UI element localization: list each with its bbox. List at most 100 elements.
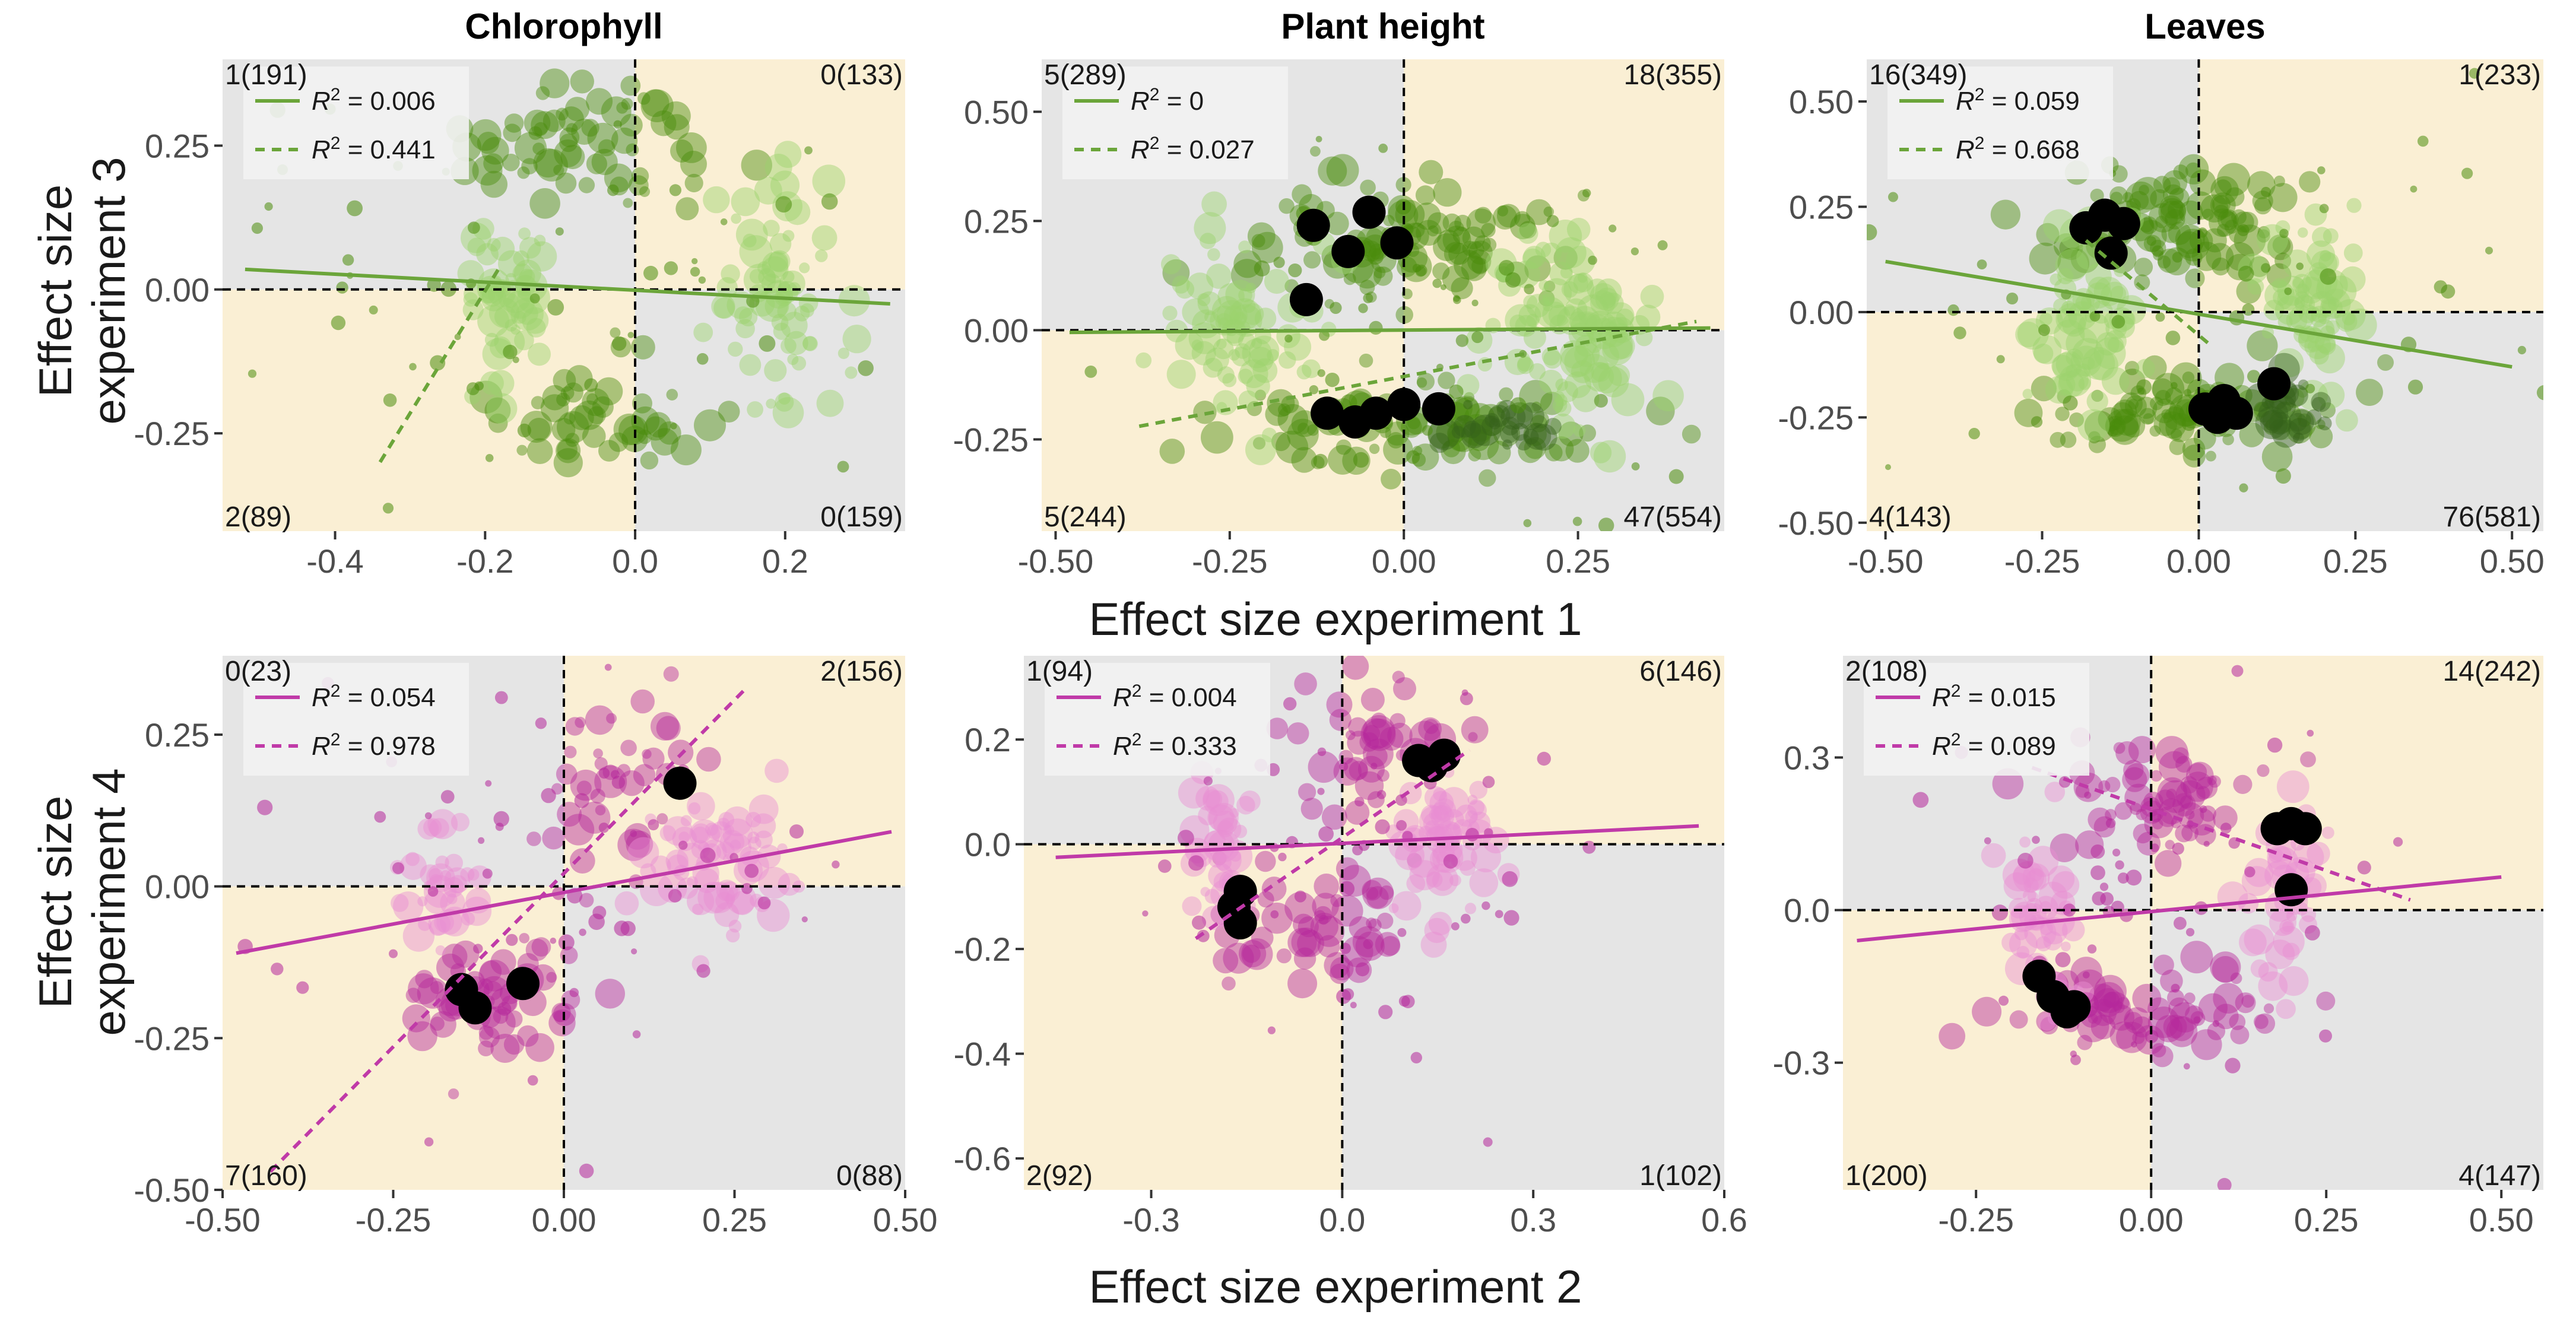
- data-point: [2282, 921, 2293, 932]
- data-point: [728, 919, 742, 933]
- data-point: [2168, 221, 2191, 245]
- data-point: [2269, 419, 2291, 440]
- data-point: [1440, 284, 1446, 290]
- data-point: [271, 963, 284, 976]
- data-point: [2167, 200, 2187, 220]
- data-point: [1465, 810, 1479, 824]
- data-point: [2213, 204, 2229, 220]
- data-point: [1238, 369, 1254, 384]
- data-point: [1599, 291, 1616, 309]
- data-point: [2321, 826, 2334, 839]
- data-point: [1451, 425, 1465, 439]
- data-point: [541, 787, 556, 804]
- data-point: [540, 68, 570, 99]
- regression-line-solid: [245, 267, 890, 306]
- data-point: [2200, 194, 2229, 223]
- data-point: [651, 712, 680, 741]
- data-point: [754, 830, 773, 849]
- data-point: [1284, 334, 1293, 343]
- data-point: [1248, 347, 1274, 373]
- data-point: [651, 428, 679, 456]
- data-point: [1493, 205, 1518, 230]
- quadrant-top-right: [2199, 59, 2543, 312]
- data-point: [1590, 290, 1616, 316]
- data-point: [2276, 999, 2296, 1019]
- data-point: [2272, 236, 2291, 255]
- data-point: [1393, 677, 1416, 701]
- data-point: [1371, 763, 1378, 770]
- data-point: [1463, 399, 1473, 409]
- data-point: [1474, 404, 1507, 436]
- data-point: [1380, 936, 1401, 956]
- data-point: [1489, 407, 1505, 423]
- data-point: [1362, 715, 1396, 748]
- data-point: [565, 717, 585, 736]
- data-point: [1210, 306, 1240, 336]
- data-point: [1442, 213, 1462, 233]
- legend-r2-label: R2 = 0.006: [312, 85, 436, 116]
- data-point: [1392, 671, 1405, 684]
- data-point: [1448, 243, 1471, 265]
- data-point: [747, 831, 760, 844]
- data-point: [2309, 345, 2329, 365]
- data-point: [1498, 260, 1515, 276]
- data-point: [2082, 347, 2115, 380]
- data-point: [1530, 415, 1548, 433]
- data-point: [1453, 397, 1480, 424]
- data-point: [613, 120, 622, 129]
- data-point: [2058, 371, 2085, 398]
- data-point: [1417, 373, 1435, 390]
- data-point: [2143, 413, 2154, 424]
- data-point: [2105, 818, 2116, 828]
- data-point: [764, 758, 789, 783]
- data-point: [1510, 397, 1527, 414]
- data-point: [490, 236, 515, 261]
- data-point: [2053, 298, 2069, 314]
- data-point: [2110, 418, 2123, 430]
- x-tick-label: 0.3: [1510, 1201, 1556, 1239]
- data-point: [1423, 719, 1439, 734]
- data-point: [2013, 860, 2045, 893]
- data-point: [1223, 305, 1244, 325]
- data-point: [526, 317, 546, 338]
- data-point: [1294, 890, 1306, 903]
- data-point: [718, 401, 740, 423]
- data-point: [1264, 269, 1289, 294]
- data-point: [480, 371, 504, 395]
- data-point: [2129, 190, 2149, 211]
- data-point: [2084, 411, 2115, 442]
- data-point: [1254, 260, 1270, 277]
- data-point: [1366, 917, 1377, 929]
- data-point: [2269, 409, 2288, 427]
- data-point: [1297, 916, 1319, 938]
- data-point: [2115, 860, 2124, 870]
- data-point: [2062, 313, 2086, 337]
- data-point: [2213, 983, 2244, 1014]
- regression-line-solid: [236, 830, 892, 955]
- data-point: [628, 175, 649, 196]
- data-point: [1188, 855, 1204, 871]
- regression-line-dashed: [269, 685, 750, 1173]
- data-point: [2285, 408, 2317, 439]
- data-point: [2108, 1004, 2135, 1031]
- data-point: [1549, 436, 1574, 462]
- data-point: [1432, 262, 1450, 280]
- data-point: [730, 891, 754, 916]
- data-point: [1468, 732, 1478, 742]
- data-point: [1207, 830, 1240, 862]
- legend-box: [1045, 663, 1270, 776]
- data-point: [1191, 341, 1216, 366]
- data-point: [2237, 224, 2250, 236]
- data-point: [2461, 167, 2473, 179]
- data-point: [1349, 916, 1372, 939]
- highlight-point: [2288, 812, 2322, 846]
- data-point: [1422, 425, 1433, 436]
- data-point: [2139, 408, 2156, 425]
- data-point: [474, 381, 484, 391]
- legend-r2-label: R2 = 0.441: [312, 134, 436, 165]
- data-point: [1468, 448, 1481, 462]
- data-point: [435, 855, 449, 869]
- data-point: [1271, 431, 1291, 452]
- data-point: [2112, 849, 2121, 857]
- x-tick-label: 0.25: [2294, 1201, 2359, 1239]
